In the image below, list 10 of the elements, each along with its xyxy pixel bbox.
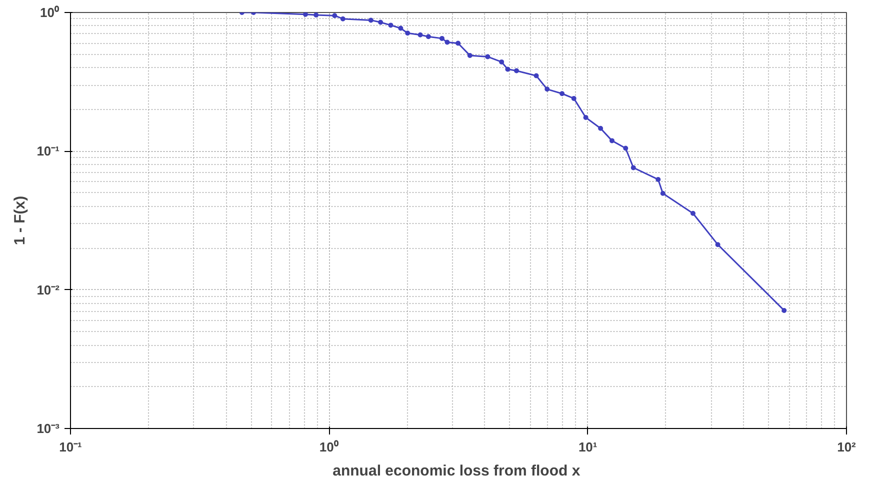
x-tick-label: 10¹: [578, 440, 598, 454]
x-tick-label: 10⁰: [319, 440, 339, 454]
y-tick-label: 10⁻³: [36, 421, 60, 436]
x-tick-label: 10²: [837, 440, 857, 454]
x-tick-label: 10⁻¹: [59, 440, 82, 454]
y-axis-title: 1 - F(x): [12, 196, 29, 246]
x-axis-title: annual economic loss from flood x: [332, 462, 581, 480]
y-tick-label: 10⁻¹: [36, 144, 60, 159]
y-tick-label: 10⁻²: [36, 282, 60, 298]
y-tick-label: 10⁰: [40, 5, 60, 20]
